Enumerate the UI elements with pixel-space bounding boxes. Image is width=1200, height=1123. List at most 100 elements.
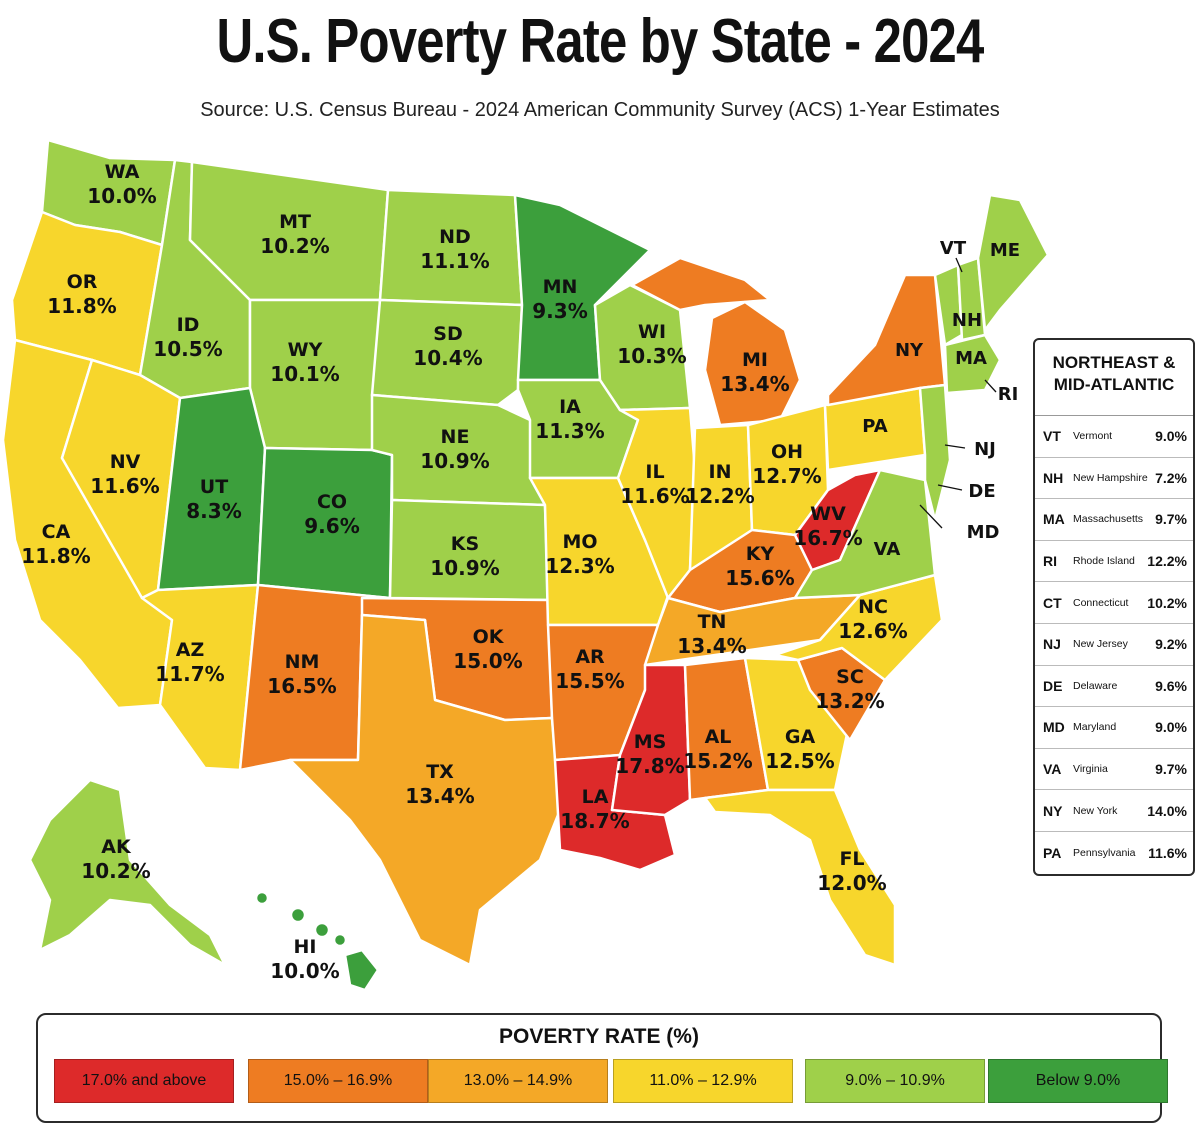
state-label-mi: MI: [742, 349, 768, 371]
northeast-name: Massachusetts: [1073, 513, 1144, 526]
state-label-wy: WY: [288, 339, 323, 361]
state-label-sd: SD: [433, 323, 462, 345]
state-rate-tn: 13.4%: [677, 634, 746, 658]
state-rate-oh: 12.7%: [752, 464, 821, 488]
state-hi[interactable]: [254, 890, 380, 992]
northeast-name: Pennsylvania: [1073, 846, 1136, 859]
state-label-fl: FL: [839, 848, 864, 870]
map-label-ny: NY: [895, 340, 924, 361]
state-label-ne: NE: [441, 426, 470, 448]
state-rate-al: 15.2%: [683, 749, 752, 773]
state-label-nd: ND: [439, 226, 471, 248]
northeast-rate: 9.6%: [1155, 677, 1187, 694]
state-rate-ne: 10.9%: [420, 449, 489, 473]
state-label-ca: CA: [42, 521, 71, 543]
northeast-abbr: NY: [1043, 802, 1063, 819]
state-label-ok: OK: [473, 626, 505, 648]
state-label-wi: WI: [638, 321, 666, 343]
state-mi-upper[interactable]: [630, 256, 772, 312]
state-mi[interactable]: [703, 300, 802, 427]
state-sd[interactable]: [370, 298, 524, 407]
northeast-abbr: DE: [1043, 677, 1063, 694]
state-va[interactable]: [793, 468, 937, 600]
state-label-ky: KY: [746, 543, 775, 565]
northeast-name: New York: [1073, 804, 1118, 817]
northeast-name: Maryland: [1073, 721, 1117, 734]
state-rate-az: 11.7%: [155, 662, 224, 686]
map-label-me: ME: [990, 240, 1020, 261]
map-label-nj: NJ: [974, 439, 996, 460]
state-rate-fl: 12.0%: [817, 871, 886, 895]
state-rate-wi: 10.3%: [617, 344, 686, 368]
state-rate-mt: 10.2%: [260, 234, 329, 258]
state-rate-ky: 15.6%: [725, 566, 794, 590]
northeast-name: Delaware: [1073, 679, 1118, 692]
state-label-in: IN: [709, 461, 732, 483]
state-label-ak: AK: [101, 836, 132, 858]
northeast-rate: 7.2%: [1155, 469, 1187, 486]
state-label-wa: WA: [105, 161, 140, 183]
state-tx[interactable]: [288, 613, 562, 967]
northeast-name: New Jersey: [1073, 638, 1128, 651]
state-label-id: ID: [177, 314, 200, 336]
state-label-nm: NM: [285, 651, 320, 673]
northeast-row-ri: RI Rhode Island 12.2%: [1035, 541, 1193, 583]
map-label-va: VA: [874, 539, 901, 560]
map-label-vt: VT: [940, 238, 967, 259]
state-label-mn: MN: [543, 276, 578, 298]
state-ma-ct-ri[interactable]: [943, 333, 1002, 395]
state-label-ia: IA: [559, 396, 581, 418]
state-rate-ks: 10.9%: [430, 556, 499, 580]
map-label-de: DE: [968, 481, 995, 502]
northeast-row-va: VA Virginia 9.7%: [1035, 749, 1193, 791]
map-label-ri: RI: [998, 384, 1019, 405]
state-rate-ga: 12.5%: [765, 749, 834, 773]
state-label-tn: TN: [698, 611, 727, 633]
state-label-oh: OH: [771, 441, 803, 463]
state-rate-hi: 10.0%: [270, 959, 339, 983]
legend-item: 17.0% and above: [54, 1059, 234, 1103]
state-label-ga: GA: [785, 726, 816, 748]
state-label-co: CO: [317, 491, 347, 513]
state-rate-wv: 16.7%: [793, 526, 862, 550]
northeast-map-labels: ME VT NH MA RI NY PA NJ DE MD VA: [862, 238, 1020, 560]
state-rate-co: 9.6%: [304, 514, 359, 538]
northeast-rate: 10.2%: [1147, 594, 1187, 611]
northeast-abbr: VA: [1043, 761, 1062, 778]
northeast-rate: 9.2%: [1155, 636, 1187, 653]
state-rate-tx: 13.4%: [405, 784, 474, 808]
legend-item: 11.0% – 12.9%: [613, 1059, 793, 1103]
state-rate-sc: 13.2%: [815, 689, 884, 713]
page-title: U.S. Poverty Rate by State - 2024: [216, 7, 985, 76]
legend-item: 13.0% – 14.9%: [428, 1059, 608, 1103]
state-label-la: LA: [582, 786, 609, 808]
state-rate-la: 18.7%: [560, 809, 629, 833]
northeast-abbr: VT: [1043, 428, 1061, 445]
state-label-or: OR: [67, 271, 98, 293]
state-fl[interactable]: [703, 788, 897, 967]
northeast-row-nh: NH New Hampshire 7.2%: [1035, 458, 1193, 500]
state-ak[interactable]: [28, 778, 227, 967]
state-rate-in: 12.2%: [685, 484, 754, 508]
state-ny[interactable]: [826, 273, 947, 407]
legend-title: POVERTY RATE (%): [499, 1025, 699, 1048]
state-label-mo: MO: [562, 531, 597, 553]
northeast-abbr: NH: [1043, 469, 1064, 486]
state-me[interactable]: [976, 193, 1050, 332]
state-rate-ca: 11.8%: [21, 544, 90, 568]
state-label-tx: TX: [426, 761, 454, 783]
state-rate-mo: 12.3%: [545, 554, 614, 578]
state-rate-sd: 10.4%: [413, 346, 482, 370]
map-label-pa: PA: [862, 416, 888, 437]
state-rate-ia: 11.3%: [535, 419, 604, 443]
state-label-nc: NC: [858, 596, 888, 618]
state-rate-il: 11.6%: [620, 484, 689, 508]
page-subtitle: Source: U.S. Census Bureau - 2024 Americ…: [200, 99, 1000, 121]
state-rate-nm: 16.5%: [267, 674, 336, 698]
northeast-rate: 9.0%: [1155, 428, 1187, 445]
northeast-name: Connecticut: [1073, 596, 1129, 609]
leader-lines: [919, 257, 997, 529]
state-rate-id: 10.5%: [153, 337, 222, 361]
northeast-name: Vermont: [1073, 430, 1113, 443]
state-label-ar: AR: [575, 646, 605, 668]
